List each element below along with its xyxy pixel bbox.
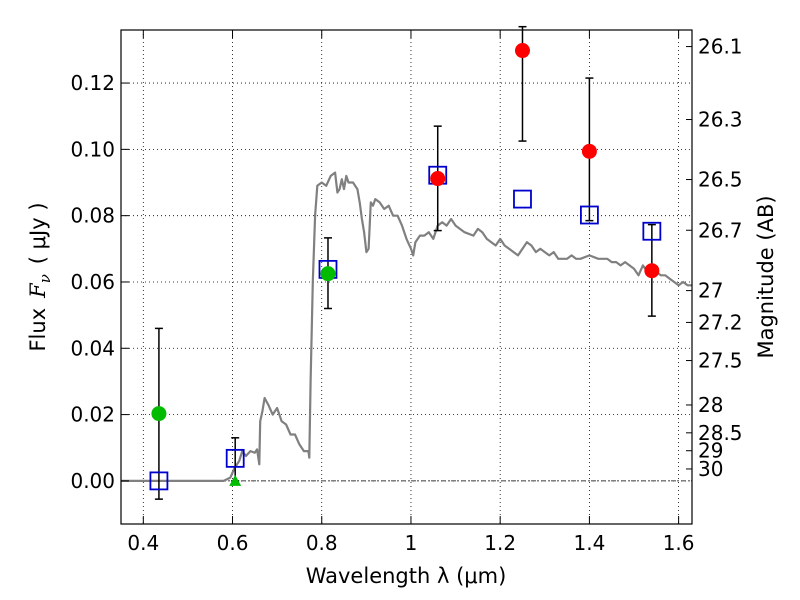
x-tick-label: 0.8 xyxy=(306,531,338,555)
y-tick-label: 0.12 xyxy=(70,71,115,95)
y-tick-label: 0.00 xyxy=(70,469,115,493)
y-axis-label-subscript: ν xyxy=(36,274,54,283)
sed-model-line xyxy=(121,171,692,482)
model-photometry-square xyxy=(225,448,245,468)
y-tick-label: 0.02 xyxy=(70,403,115,427)
magnitude-tick-label: 28.5 xyxy=(698,421,743,445)
observed-green-point xyxy=(151,406,167,422)
upper-limit-triangle xyxy=(229,474,242,486)
y-tick-label: 0.06 xyxy=(70,270,115,294)
y-tick-label: 0.10 xyxy=(70,137,115,161)
axis-ticks: 0.4 0.6 0.8 1 1.2 1.4 1.6 0.00 0.02 0.04 0.06 0.08 0… xyxy=(70,30,743,555)
y-axis-label-left: Flux Fν ( μJy ) xyxy=(26,202,54,351)
observed-red-point xyxy=(514,43,530,59)
magnitude-tick-label: 28 xyxy=(698,393,723,417)
data-markers xyxy=(149,43,662,491)
plot-frame xyxy=(120,29,693,525)
y-axis-label-prefix: Flux xyxy=(26,308,50,352)
model-photometry-square xyxy=(149,471,169,491)
observed-red-point xyxy=(644,263,660,279)
x-tick-label: 1 xyxy=(405,531,418,555)
x-tick-label: 0.4 xyxy=(127,531,159,555)
sed-model-line-layer xyxy=(121,171,692,482)
observed-green-point xyxy=(320,266,336,282)
observed-red-point xyxy=(430,171,446,187)
model-photometry-square xyxy=(513,189,532,209)
magnitude-tick-label: 27.2 xyxy=(698,310,743,334)
y-axis-label-unit: ( μJy ) xyxy=(26,202,50,264)
magnitude-tick-label: 29 xyxy=(698,439,723,463)
model-photometry-square xyxy=(642,221,662,241)
magnitude-tick-label: 27.5 xyxy=(698,349,743,373)
y-axis-label-right: Magnitude (AB) xyxy=(754,195,778,358)
y-axis-label-symbol: F xyxy=(26,282,50,299)
observed-red-point xyxy=(581,143,597,159)
x-tick-label: 1.4 xyxy=(573,531,605,555)
magnitude-tick-label: 26.3 xyxy=(698,108,743,132)
magnitude-tick-label: 26.7 xyxy=(698,218,743,242)
y-tick-label: 0.08 xyxy=(70,204,115,228)
magnitude-tick-label: 26.1 xyxy=(698,35,743,59)
x-axis-label: Wavelength λ (μm) xyxy=(306,564,507,588)
model-photometry-square xyxy=(579,205,599,225)
magnitude-tick-label: 26.5 xyxy=(698,168,743,192)
x-tick-label: 1.6 xyxy=(663,531,695,555)
x-tick-label: 1.2 xyxy=(484,531,516,555)
magnitude-tick-label: 30 xyxy=(698,457,723,481)
magnitude-tick-label: 27 xyxy=(698,279,723,303)
y-tick-label: 0.04 xyxy=(70,336,115,360)
x-tick-label: 0.6 xyxy=(217,531,249,555)
